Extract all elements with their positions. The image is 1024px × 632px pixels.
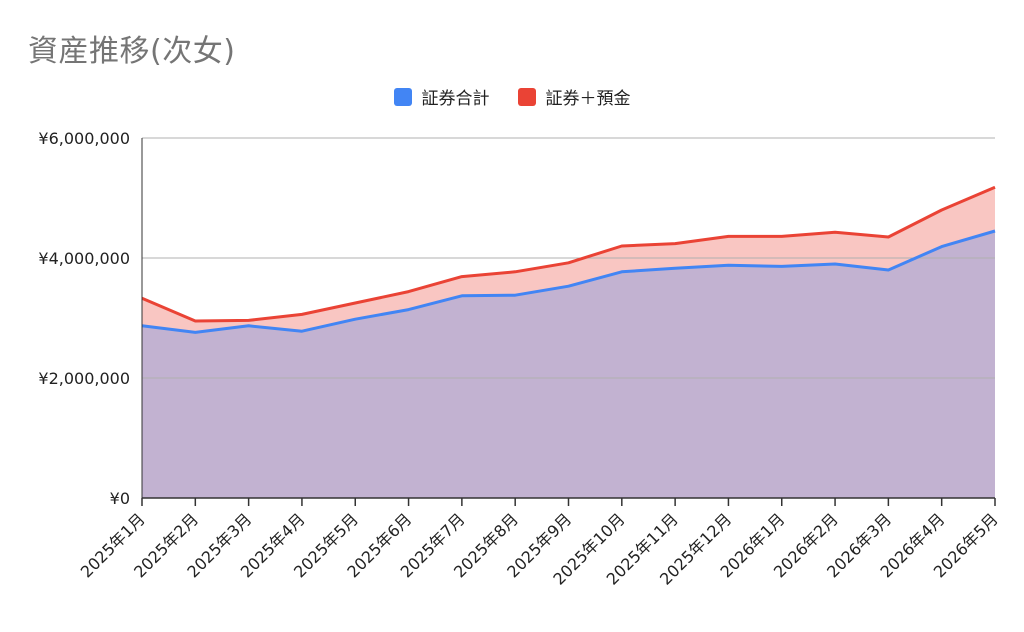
chart-title: 資産推移(次女): [28, 34, 236, 69]
legend: 証券合計 証券＋預金: [0, 84, 1024, 109]
y-tick-label: ¥4,000,000: [38, 249, 130, 268]
y-tick-label: ¥6,000,000: [38, 129, 130, 148]
legend-label-securities: 証券合計: [421, 89, 490, 109]
legend-item-securities[interactable]: 証券合計: [393, 84, 490, 109]
line-securities-deposits: [141, 185, 996, 323]
y-tick-label: ¥2,000,000: [38, 369, 130, 388]
legend-item-securities-deposits[interactable]: 証券＋預金: [517, 84, 631, 109]
legend-label-securities-deposits: 証券＋預金: [545, 89, 631, 109]
area-securities: [142, 231, 995, 498]
line-securities: [141, 229, 996, 334]
y-tick-label: ¥0: [110, 489, 130, 508]
legend-swatch-securities: [393, 87, 412, 106]
legend-swatch-securities-deposits: [517, 87, 536, 106]
